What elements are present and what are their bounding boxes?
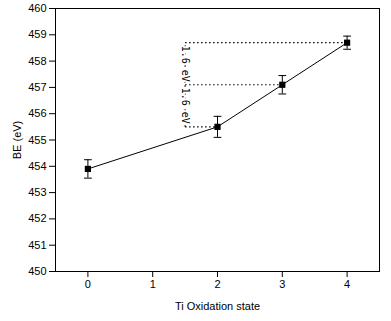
svg-text:1.6 eV: 1.6 eV [180, 46, 191, 82]
svg-text:2: 2 [214, 278, 220, 290]
svg-text:1: 1 [150, 278, 156, 290]
svg-text:453: 453 [28, 186, 46, 198]
svg-text:BE (eV): BE (eV) [11, 121, 23, 160]
svg-text:450: 450 [28, 265, 46, 277]
svg-text:1.6 eV: 1.6 eV [180, 88, 191, 124]
svg-text:455: 455 [28, 134, 46, 146]
svg-text:460: 460 [28, 2, 46, 14]
svg-text:Ti Oxidation state: Ti Oxidation state [175, 300, 260, 312]
svg-text:454: 454 [28, 160, 46, 172]
svg-text:452: 452 [28, 212, 46, 224]
svg-text:3: 3 [279, 278, 285, 290]
svg-text:451: 451 [28, 239, 46, 251]
svg-text:459: 459 [28, 28, 46, 40]
svg-text:458: 458 [28, 55, 46, 67]
svg-text:4: 4 [344, 278, 350, 290]
svg-text:457: 457 [28, 81, 46, 93]
svg-text:456: 456 [28, 107, 46, 119]
svg-text:0: 0 [85, 278, 91, 290]
